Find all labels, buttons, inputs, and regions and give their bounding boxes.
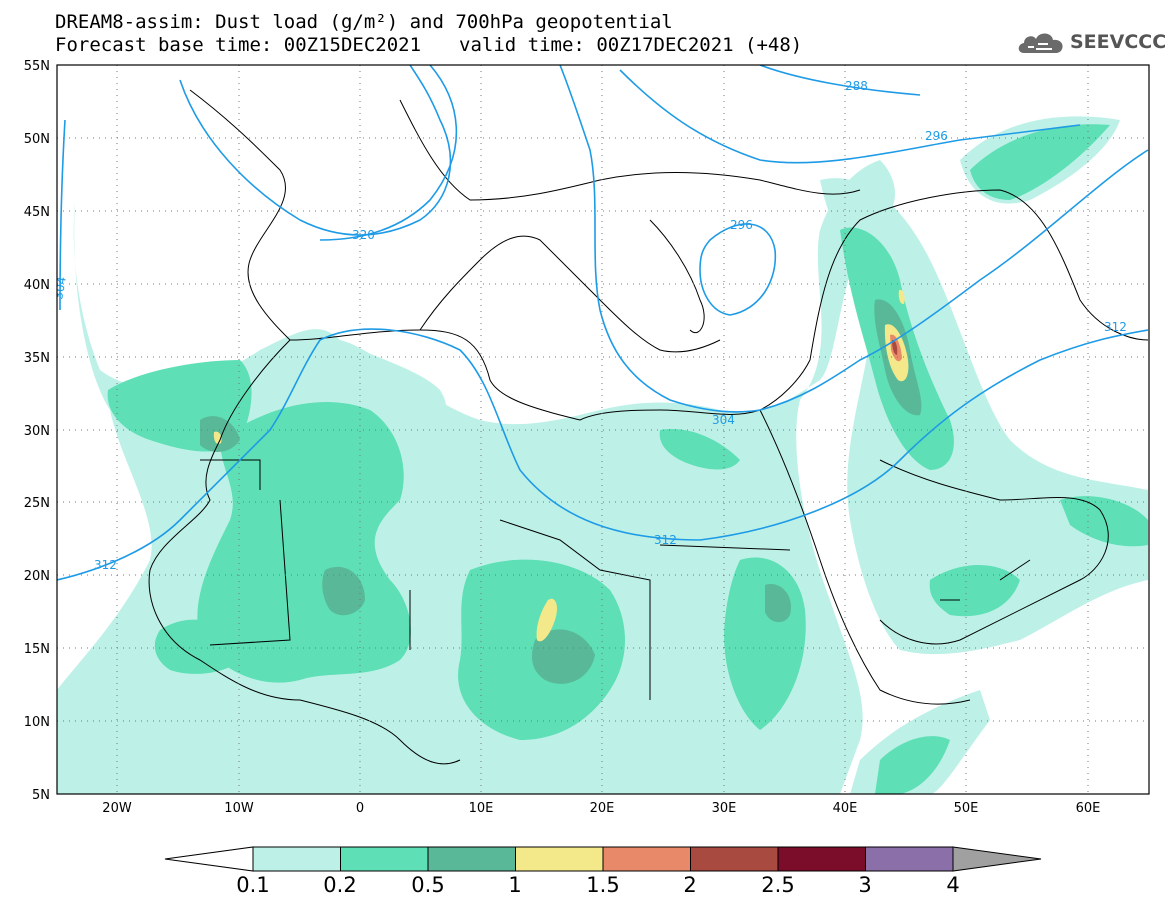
lon-tick-label: 20W — [102, 801, 132, 816]
base-time: Forecast base time: 00Z15DEC2021 — [55, 34, 422, 56]
graticule — [57, 65, 1149, 794]
colorbar-tick-label: 0.1 — [236, 873, 269, 897]
colorbar-swatch — [602, 846, 691, 872]
latitude-axis: 55N 50N 45N 40N 35N 30N 25N 20N 15N 10N … — [24, 59, 50, 803]
lon-tick-label: 60E — [1076, 801, 1101, 816]
lat-tick-label: 15N — [24, 642, 50, 657]
colorbar-swatch — [777, 846, 866, 872]
colorbar-swatch — [340, 846, 429, 872]
valid-time: valid time: 00Z17DEC2021 (+48) — [459, 34, 803, 56]
lon-tick-label: 50E — [954, 801, 979, 816]
lon-tick-label: 0 — [356, 801, 364, 816]
colorbar-swatch — [252, 846, 341, 872]
colorbar-swatch — [427, 846, 516, 872]
lat-tick-label: 55N — [24, 59, 50, 74]
lat-tick-label: 25N — [24, 496, 50, 511]
colorbar-tick-label: 4 — [946, 873, 959, 897]
logo-text: SEEVCCC — [1070, 31, 1165, 53]
lat-tick-label: 45N — [24, 205, 50, 220]
map-subtitle: Forecast base time: 00Z15DEC2021 valid ti… — [55, 35, 802, 56]
lon-tick-label: 40E — [833, 801, 858, 816]
colorbar-left-arrow — [164, 846, 254, 872]
lon-tick-label: 30E — [712, 801, 737, 816]
colorbar-right-arrow — [952, 846, 1042, 872]
colorbar-tick-label: 0.2 — [323, 873, 356, 897]
contour-label: 296 — [925, 129, 948, 143]
lon-tick-label: 20E — [590, 801, 615, 816]
contour-label: 304 — [51, 276, 69, 301]
contour-label: 320 — [352, 228, 375, 242]
longitude-axis: 20W 10W 0 10E 20E 30E 40E 50E 60E — [102, 801, 1100, 816]
contour-label: 312 — [94, 558, 117, 572]
lat-tick-label: 20N — [24, 569, 50, 584]
contour-label: 312 — [1104, 320, 1127, 334]
colorbar-swatch — [865, 846, 954, 872]
map-area: 288 296 296 304 304 312 312 312 320 — [51, 65, 1149, 794]
colorbar-tick-label: 2.5 — [761, 873, 794, 897]
lon-tick-label: 10E — [469, 801, 494, 816]
contour-label: 304 — [712, 413, 735, 427]
contour-label: 288 — [845, 79, 868, 93]
colorbar-tick-label: 1.5 — [586, 873, 619, 897]
colorbar-swatch — [515, 846, 604, 872]
colorbar-tick-label: 3 — [858, 873, 871, 897]
lat-tick-label: 5N — [32, 788, 50, 803]
colorbar-tick-label: 1 — [508, 873, 521, 897]
map-frame — [56, 64, 1150, 795]
map-title: DREAM8-assim: Dust load (g/m²) and 700hP… — [55, 11, 673, 33]
colorbar: 0.1 0.2 0.5 1 1.5 2 2.5 3 4 — [164, 846, 1042, 897]
lat-tick-label: 30N — [24, 424, 50, 439]
colorbar-swatches — [252, 846, 954, 872]
lat-tick-label: 10N — [24, 715, 50, 730]
seevccc-logo: SEEVCCC — [1016, 26, 1165, 58]
colorbar-tick-label: 0.5 — [411, 873, 444, 897]
contour-label: 296 — [730, 218, 753, 232]
geopotential-contours — [57, 65, 1149, 581]
lat-tick-label: 40N — [24, 278, 50, 293]
lat-tick-label: 35N — [24, 351, 50, 366]
colorbar-tick-label: 2 — [683, 873, 696, 897]
lat-tick-label: 50N — [24, 132, 50, 147]
lon-tick-label: 10W — [224, 801, 254, 816]
contour-labels: 288 296 296 304 304 312 312 312 320 — [51, 79, 1127, 572]
cloud-icon — [1018, 33, 1063, 53]
contour-label: 312 — [654, 533, 677, 547]
colorbar-swatch — [690, 846, 779, 872]
